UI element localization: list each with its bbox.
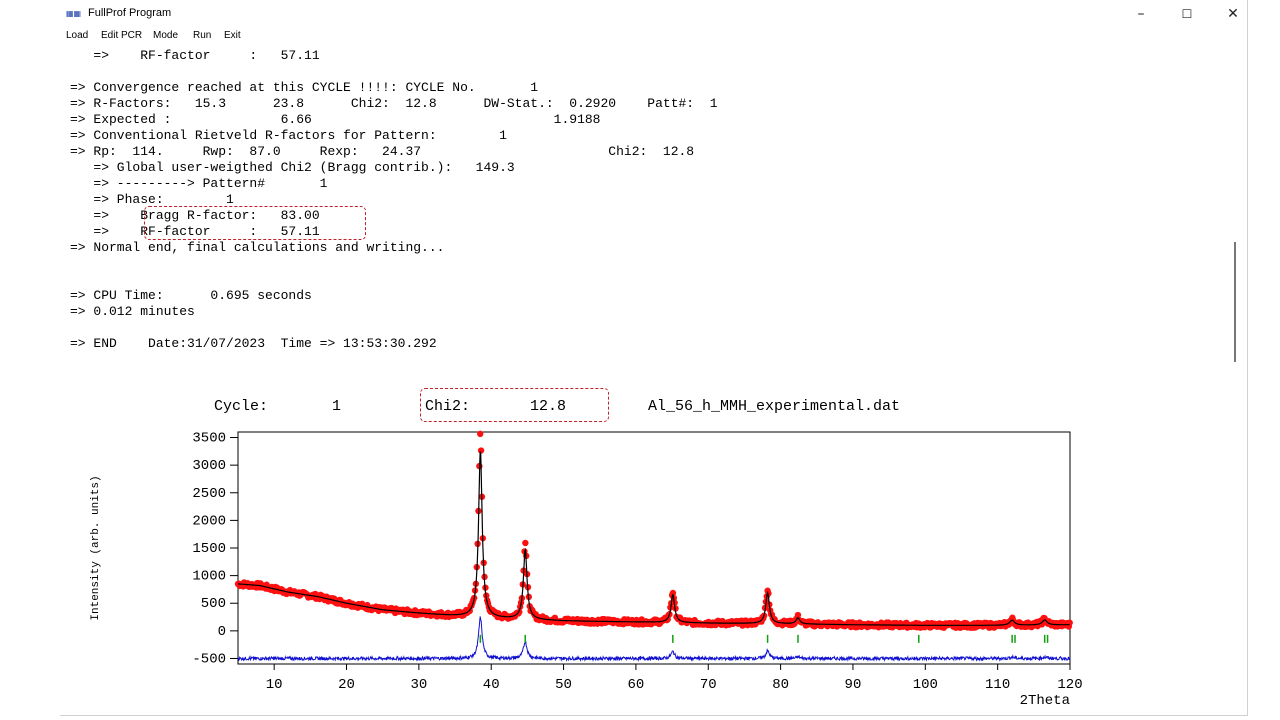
console-line: => Bragg R-factor: 83.00 — [70, 208, 320, 223]
calculated-line — [238, 451, 1070, 626]
title-bar: ▦▦ FullProf Program – ☐ ✕ — [60, 0, 1247, 28]
x-tick-label: 90 — [845, 677, 862, 693]
x-tick-label: 60 — [628, 677, 645, 693]
fullprof-window: ▦▦ FullProf Program – ☐ ✕ Load Edit PCR … — [60, 0, 1248, 716]
refinement-plot: Cycle: 1 Chi2: 12.8 Al_56_h_MMH_experime… — [60, 378, 1247, 715]
x-tick-label: 110 — [985, 677, 1010, 693]
console-line: => Conventional Rietveld R-factors for P… — [70, 128, 507, 143]
console-line: => Global user-weigthed Chi2 (Bragg cont… — [70, 160, 515, 175]
chi2-value: 12.8 — [530, 398, 567, 415]
observed-points — [234, 430, 1073, 631]
window-title: FullProf Program — [88, 7, 172, 19]
x-tick-label: 10 — [266, 677, 283, 693]
x-axis-label: 2Theta — [1020, 693, 1070, 709]
y-tick-label: 0 — [218, 624, 226, 640]
observed-point — [672, 605, 679, 612]
x-tick-label: 40 — [483, 677, 500, 693]
console-line: => ---------> Pattern# 1 — [70, 176, 328, 191]
menu-run[interactable]: Run — [193, 30, 212, 41]
x-tick-label: 100 — [913, 677, 938, 693]
console-line: => Phase: 1 — [70, 192, 234, 207]
y-axis-label: Intensity (arb. units) — [90, 475, 102, 620]
y-tick-label: 500 — [201, 596, 226, 612]
y-tick-label: -500 — [192, 651, 226, 667]
cycle-label: Cycle: — [214, 398, 269, 415]
y-tick-label: 1000 — [192, 569, 226, 585]
y-tick-label: 3000 — [192, 458, 226, 474]
menu-edit-pcr[interactable]: Edit PCR — [101, 30, 143, 41]
chi2-label: Chi2: — [425, 398, 471, 415]
menu-load[interactable]: Load — [66, 30, 89, 41]
minimize-button[interactable]: – — [1137, 6, 1145, 22]
console-line: => 0.012 minutes — [70, 304, 195, 319]
menu-mode[interactable]: Mode — [153, 30, 179, 41]
chi2-highlight — [420, 388, 609, 422]
powder-pattern-chart: 3500 3000 2500 2000 1500 1000 500 0 -500 10 20 30 40… — [90, 430, 1083, 709]
x-tick-label: 80 — [772, 677, 789, 693]
observed-point — [477, 430, 484, 438]
console-scrollbar[interactable] — [1231, 52, 1239, 376]
y-tick-label: 1500 — [192, 541, 226, 557]
scrollbar-thumb[interactable] — [1234, 242, 1236, 362]
cycle-value: 1 — [332, 398, 342, 415]
observed-point — [522, 539, 529, 547]
x-tick-label: 70 — [700, 677, 717, 693]
maximize-button[interactable]: ☐ — [1181, 7, 1193, 21]
x-tick-label: 30 — [410, 677, 427, 693]
fullprof-app-icon: ▦▦ — [66, 9, 82, 18]
menu-bar: Load Edit PCR Mode Run Exit — [60, 28, 1247, 44]
console-line: => Expected : 6.66 1.9188 — [70, 112, 601, 127]
observed-point — [477, 447, 485, 454]
x-tick-label: 20 — [338, 677, 355, 693]
x-tick-label: 120 — [1057, 677, 1082, 693]
console-line: => R-Factors: 15.3 23.8 Chi2: 12.8 DW-St… — [70, 96, 718, 111]
console-line: => Normal end, final calculations and wr… — [70, 240, 445, 255]
output-console[interactable]: => RF-factor : 57.11 => Convergence reac… — [60, 44, 1240, 379]
difference-line — [237, 616, 1071, 663]
console-line: => Rp: 114. Rwp: 87.0 Rexp: 24.37 Chi2: … — [70, 144, 695, 159]
menu-exit[interactable]: Exit — [224, 30, 241, 41]
close-button[interactable]: ✕ — [1227, 6, 1239, 22]
r-factor-highlight — [144, 206, 366, 240]
console-line: => RF-factor : 57.11 — [70, 224, 320, 239]
console-line: => Convergence reached at this CYCLE !!!… — [70, 80, 539, 95]
console-line: => RF-factor : 57.11 — [70, 48, 320, 63]
y-tick-label: 2500 — [192, 486, 226, 502]
x-tick-label: 50 — [555, 677, 572, 693]
console-line: => CPU Time: 0.695 seconds — [70, 288, 312, 303]
y-tick-label: 2000 — [192, 513, 226, 529]
observed-point — [669, 589, 677, 597]
data-filename: Al_56_h_MMH_experimental.dat — [648, 398, 901, 415]
console-line: => END Date:31/07/2023 Time => 13:53:30.… — [70, 336, 437, 351]
y-tick-label: 3500 — [192, 431, 226, 447]
